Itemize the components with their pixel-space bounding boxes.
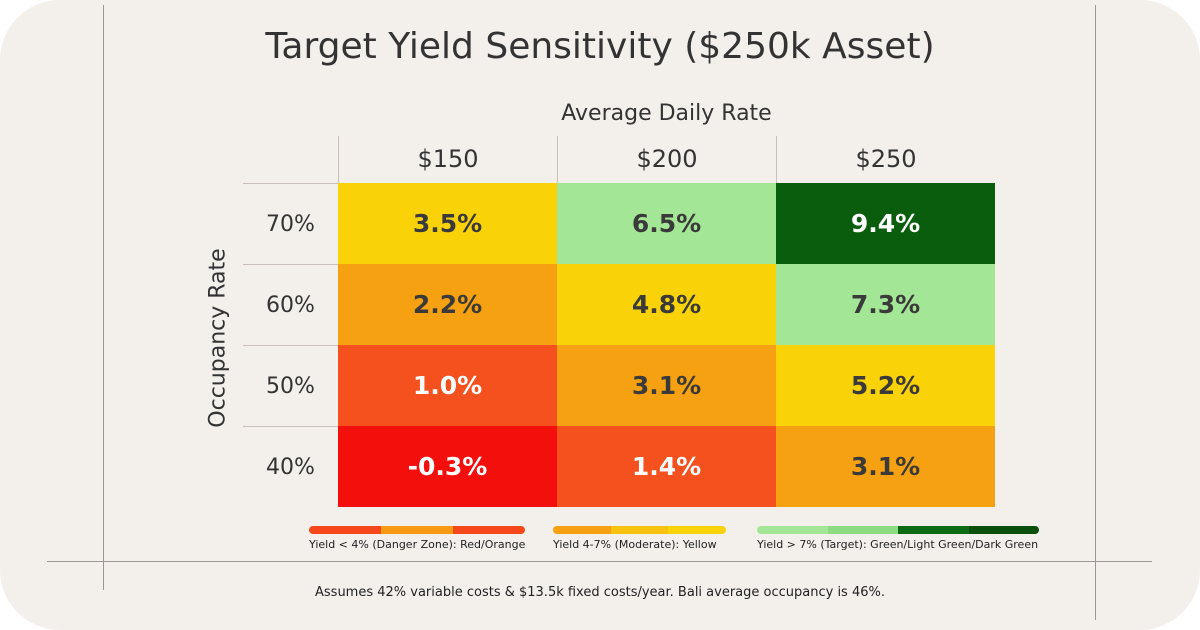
heatmap-cell: 1.0% — [338, 345, 557, 426]
legend-swatch-segment — [827, 526, 898, 534]
heatmap-cell: 4.8% — [557, 264, 776, 345]
heatmap-cell: -0.3% — [338, 426, 557, 507]
legend-swatch-segment — [553, 526, 611, 534]
legend-swatch-segment — [757, 526, 828, 534]
heatmap-cell: 7.3% — [776, 264, 995, 345]
row-header: 40% — [243, 426, 338, 507]
frame-line-bottom — [47, 561, 1152, 562]
legend-swatch — [309, 526, 525, 534]
heatmap-cell: 2.2% — [338, 264, 557, 345]
legend-label: Yield < 4% (Danger Zone): Red/Orange — [309, 538, 526, 551]
heatmap-cell: 3.1% — [776, 426, 995, 507]
legend-swatch-segment — [898, 526, 969, 534]
legend-swatch-segment — [610, 526, 669, 534]
frame-line-right — [1095, 5, 1096, 620]
legend-swatch — [757, 526, 1039, 534]
heatmap-cell: 9.4% — [776, 183, 995, 264]
heatmap-cell: 3.5% — [338, 183, 557, 264]
heatmap-cell: 6.5% — [557, 183, 776, 264]
footnote: Assumes 42% variable costs & $13.5k fixe… — [315, 585, 885, 600]
legend-label: Yield 4-7% (Moderate): Yellow — [553, 538, 717, 551]
frame-line-left — [103, 5, 104, 590]
column-header: $250 — [776, 136, 995, 183]
heatmap-cell: 5.2% — [776, 345, 995, 426]
legend-swatch — [553, 526, 726, 534]
column-header: $150 — [338, 136, 557, 183]
legend-label: Yield > 7% (Target): Green/Light Green/D… — [757, 538, 1039, 551]
row-header: 60% — [243, 264, 338, 345]
legend-swatch-segment — [381, 526, 453, 534]
heatmap-cell: 1.4% — [557, 426, 776, 507]
legend-swatch-segment — [668, 526, 726, 534]
heatmap-cell: 3.1% — [557, 345, 776, 426]
row-header: 50% — [243, 345, 338, 426]
column-header: $200 — [557, 136, 776, 183]
legend-swatch-segment — [968, 526, 1039, 534]
row-header: 70% — [243, 183, 338, 264]
legend-swatch-segment — [309, 526, 381, 534]
legend-swatch-segment — [453, 526, 525, 534]
x-axis-label: Average Daily Rate — [561, 101, 772, 126]
chart-title: Target Yield Sensitivity ($250k Asset) — [265, 26, 935, 67]
y-axis-label: Occupancy Rate — [205, 248, 231, 428]
